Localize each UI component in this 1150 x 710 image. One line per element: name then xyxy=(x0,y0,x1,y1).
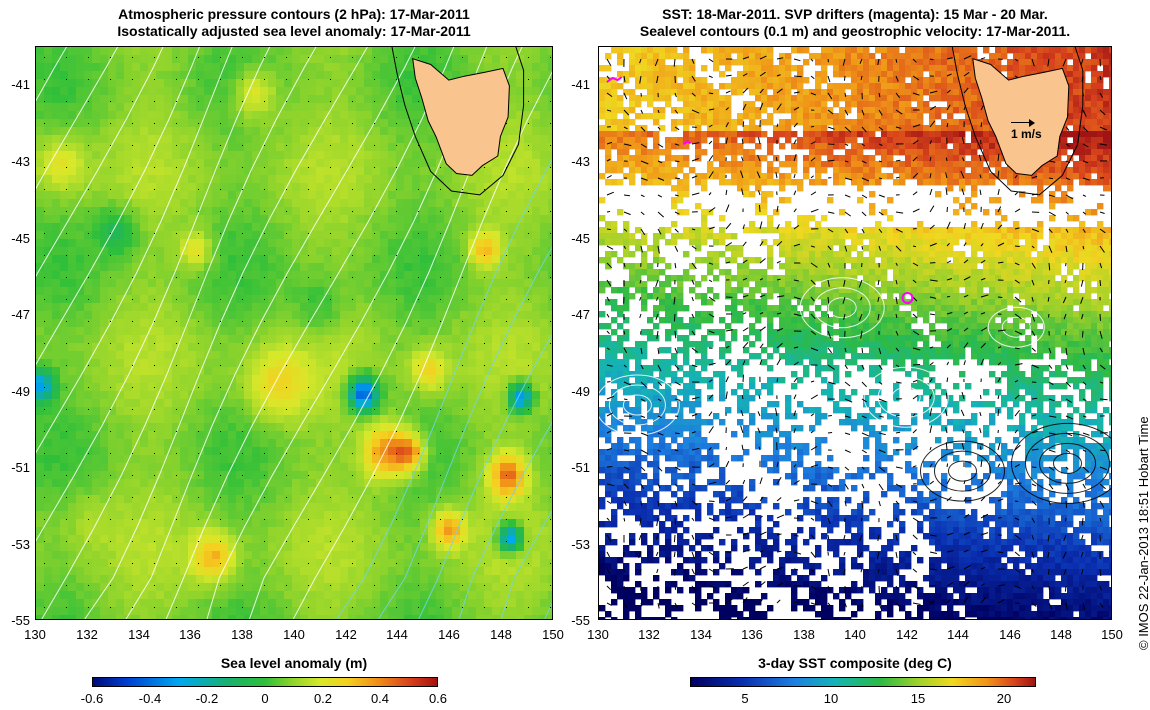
drifter-marker xyxy=(901,292,914,304)
credit-text: © IMOS 22-Jan-2013 18:51 Hobart Time xyxy=(1136,416,1150,650)
right-y-tick: -49 xyxy=(571,384,590,399)
left-colorbar-tick: -0.2 xyxy=(195,691,219,706)
right-x-tick: 134 xyxy=(690,627,712,642)
left-y-tick: -55 xyxy=(11,613,30,628)
right-y-tick: -47 xyxy=(571,307,590,322)
sst-colorbar xyxy=(690,677,1036,687)
right-y-tick: -53 xyxy=(571,537,590,552)
sea-level-colorbar xyxy=(92,677,438,687)
right-y-tick: -41 xyxy=(571,77,590,92)
left-colorbar-tick: -0.6 xyxy=(80,691,104,706)
left-colorbar-tick: 0 xyxy=(261,691,269,706)
right-colorbar-tick: 20 xyxy=(996,691,1012,706)
left-x-tick: 150 xyxy=(542,627,564,642)
velocity-scale-label: 1 m/s xyxy=(1011,127,1042,141)
geostrophic-velocity-arrows xyxy=(606,55,1108,611)
right-title-line2: Sealevel contours (0.1 m) and geostrophi… xyxy=(639,23,1071,39)
right-y-tick: -51 xyxy=(571,460,590,475)
right-title-line1: SST: 18-Mar-2011. SVP drifters (magenta)… xyxy=(662,6,1048,22)
right-x-tick: 150 xyxy=(1101,627,1123,642)
sla-field xyxy=(36,47,552,619)
left-y-tick: -43 xyxy=(11,154,30,169)
right-colorbar-label: 3-day SST composite (deg C) xyxy=(758,655,952,671)
right-x-tick: 138 xyxy=(793,627,815,642)
right-y-tick: -45 xyxy=(571,231,590,246)
velocity-scale: 1 m/s xyxy=(1011,119,1042,141)
velocity-scale-arrow-icon xyxy=(1011,119,1035,127)
sea-level-anomaly-map xyxy=(35,46,553,620)
tasmania-land xyxy=(412,57,510,176)
left-x-tick: 130 xyxy=(24,627,46,642)
drifter-track xyxy=(682,140,692,146)
left-x-tick: 142 xyxy=(335,627,357,642)
left-y-tick: -51 xyxy=(11,460,30,475)
right-x-tick: 132 xyxy=(638,627,660,642)
right-panel-title: SST: 18-Mar-2011. SVP drifters (magenta)… xyxy=(598,6,1112,40)
left-y-tick: -41 xyxy=(11,77,30,92)
right-x-tick: 130 xyxy=(587,627,609,642)
left-colorbar-tick: 0.6 xyxy=(428,691,448,706)
right-x-tick: 144 xyxy=(947,627,969,642)
left-colorbar-tick: -0.4 xyxy=(138,691,162,706)
left-y-tick: -45 xyxy=(11,231,30,246)
tasmania-land xyxy=(972,57,1070,176)
sealevel-contours-black xyxy=(920,422,1111,504)
left-x-tick: 132 xyxy=(76,627,98,642)
left-x-tick: 144 xyxy=(386,627,408,642)
left-x-tick: 146 xyxy=(438,627,460,642)
left-title-line1: Atmospheric pressure contours (2 hPa): 1… xyxy=(118,6,470,22)
shelf-contour xyxy=(391,47,525,196)
right-x-tick: 148 xyxy=(1050,627,1072,642)
right-x-tick: 146 xyxy=(999,627,1021,642)
left-x-tick: 148 xyxy=(490,627,512,642)
left-x-tick: 138 xyxy=(231,627,253,642)
left-x-tick: 140 xyxy=(283,627,305,642)
sea-level-anomaly-map-svg xyxy=(36,47,552,619)
left-y-tick: -53 xyxy=(11,537,30,552)
left-colorbar-tick: 0.2 xyxy=(313,691,333,706)
right-x-tick: 136 xyxy=(741,627,763,642)
right-y-tick: -55 xyxy=(571,613,590,628)
left-y-tick: -49 xyxy=(11,384,30,399)
sst-field xyxy=(599,47,1111,619)
right-colorbar-tick: 15 xyxy=(910,691,926,706)
left-panel-title: Atmospheric pressure contours (2 hPa): 1… xyxy=(35,6,553,40)
right-y-tick: -43 xyxy=(571,154,590,169)
left-title-line2: Isostatically adjusted sea level anomaly… xyxy=(117,23,471,39)
left-x-tick: 136 xyxy=(179,627,201,642)
shelf-contour xyxy=(951,47,1084,196)
sst-map: 1 m/s xyxy=(598,46,1112,620)
left-x-tick: 134 xyxy=(128,627,150,642)
left-colorbar-label: Sea level anomaly (m) xyxy=(220,655,368,671)
right-x-tick: 140 xyxy=(844,627,866,642)
right-colorbar-tick: 5 xyxy=(741,691,749,706)
drifter-track xyxy=(606,76,623,83)
sst-map-svg xyxy=(599,47,1111,619)
right-x-tick: 142 xyxy=(896,627,918,642)
left-colorbar-tick: 0.4 xyxy=(370,691,390,706)
right-colorbar-tick: 10 xyxy=(823,691,839,706)
left-y-tick: -47 xyxy=(11,307,30,322)
grid-dots xyxy=(44,57,551,608)
sealevel-contours-white xyxy=(599,277,1045,436)
